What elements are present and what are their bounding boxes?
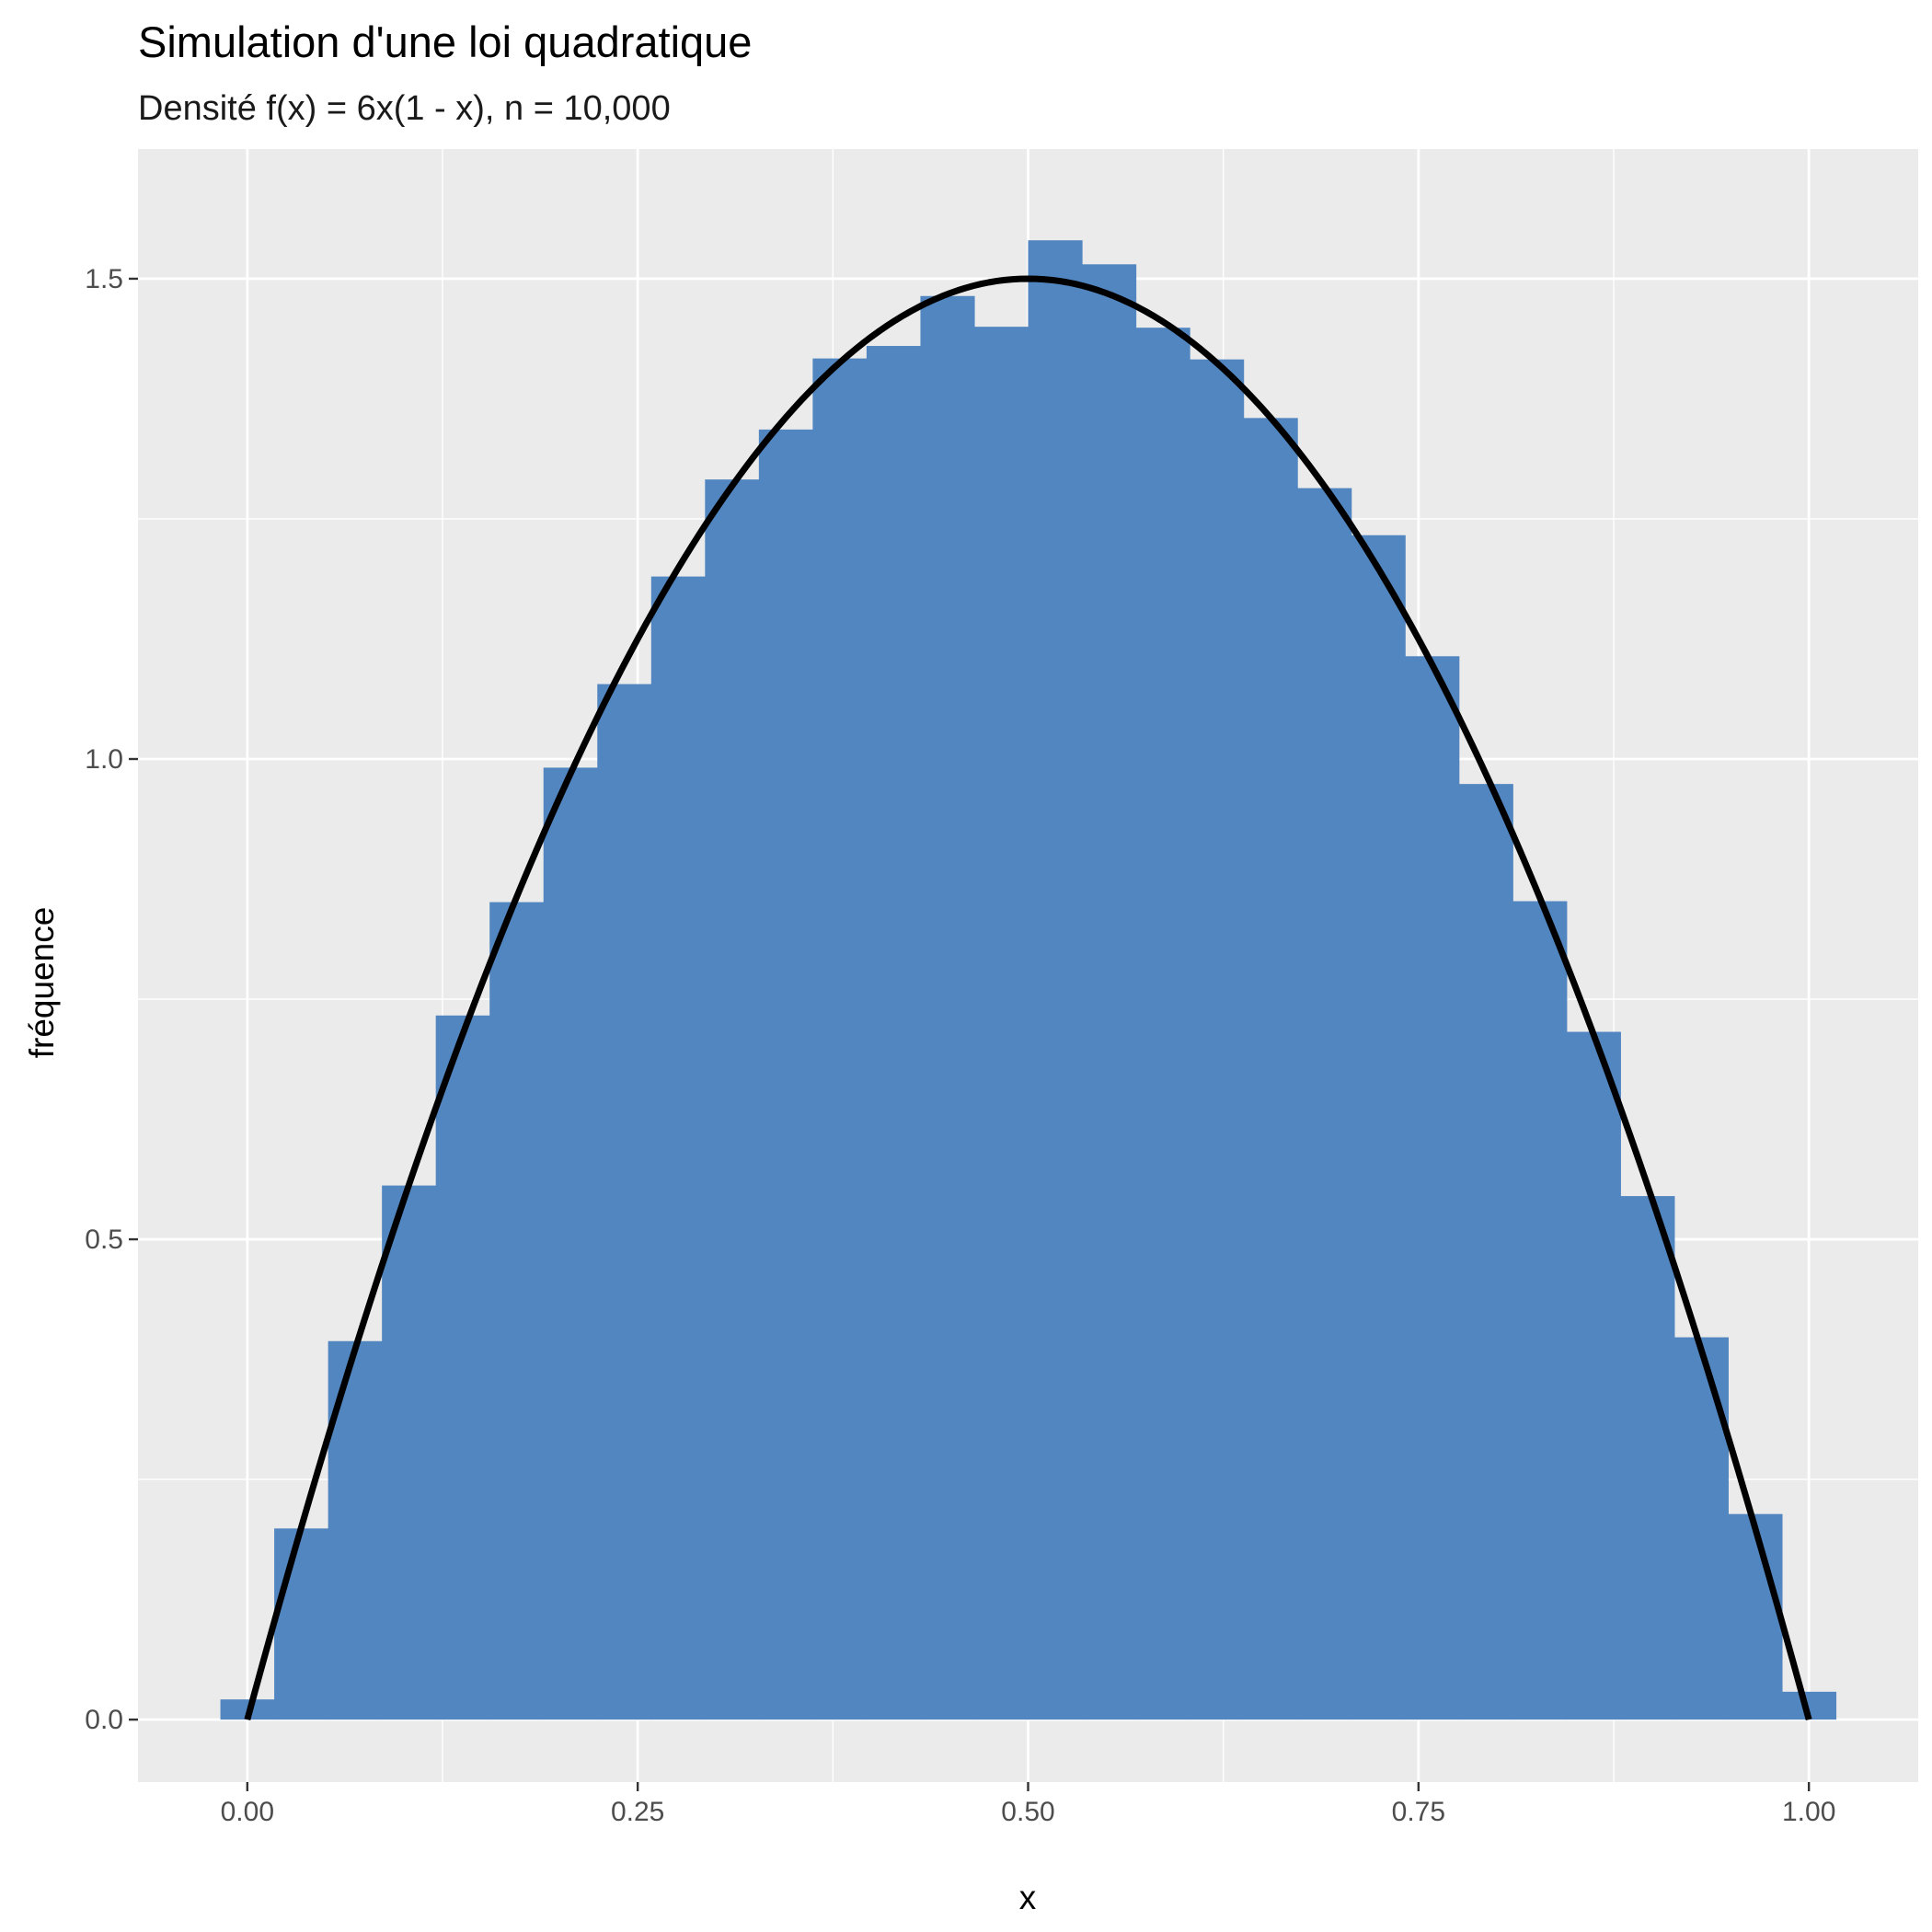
x-tick-label: 0.50 — [1001, 1797, 1054, 1827]
histogram-bar — [1512, 901, 1568, 1720]
histogram-bar — [543, 767, 598, 1720]
histogram-bar — [1135, 328, 1190, 1720]
y-tick-label: 0.0 — [85, 1705, 123, 1735]
x-axis: 0.00 0.25 0.50 0.75 1.00 — [221, 1782, 1835, 1827]
y-axis-title: fréquence — [23, 907, 61, 1059]
histogram-bar — [812, 358, 868, 1720]
histogram-bar — [489, 902, 545, 1720]
histogram-bar — [1082, 264, 1137, 1720]
histogram-bars — [220, 240, 1837, 1720]
chart-subtitle: Densité f(x) = 6x(1 - x), n = 10,000 — [138, 89, 671, 128]
histogram-bar — [973, 327, 1029, 1720]
density-curve — [244, 275, 1812, 1721]
histogram-bar — [1190, 359, 1245, 1720]
histogram-bar — [597, 684, 652, 1720]
y-tick-label: 1.0 — [85, 744, 123, 775]
histogram-bar — [1243, 418, 1298, 1720]
y-tick-label: 0.5 — [85, 1225, 123, 1255]
histogram-bar — [1405, 656, 1460, 1720]
histogram-bar — [274, 1528, 329, 1720]
histogram-bar — [1351, 535, 1406, 1720]
histogram-bar — [1297, 488, 1352, 1720]
y-tick-label: 1.5 — [85, 264, 123, 294]
x-tick-label: 1.00 — [1782, 1797, 1835, 1827]
x-tick-label: 0.00 — [221, 1797, 274, 1827]
histogram-bar — [866, 346, 922, 1720]
histogram-bar — [1673, 1337, 1729, 1720]
histogram-bar — [382, 1185, 437, 1720]
histogram-bar — [1028, 240, 1083, 1720]
histogram-bar — [705, 479, 760, 1720]
x-tick-label: 0.75 — [1392, 1797, 1445, 1827]
histogram-bar — [328, 1340, 383, 1720]
x-tick-label: 0.25 — [611, 1797, 664, 1827]
x-axis-title: x — [1019, 1879, 1037, 1916]
histogram-bar — [1728, 1513, 1783, 1720]
histogram-bar — [1458, 784, 1513, 1720]
chart-title: Simulation d'une loi quadratique — [138, 17, 752, 66]
y-axis: 0.0 0.5 1.0 1.5 — [85, 264, 138, 1735]
histogram-bar — [650, 576, 706, 1720]
histogram-bar — [1620, 1196, 1675, 1720]
histogram-bar — [1566, 1031, 1621, 1720]
histogram-bar — [435, 1015, 490, 1720]
histogram-bar — [758, 429, 813, 1720]
histogram-bar — [920, 295, 975, 1720]
